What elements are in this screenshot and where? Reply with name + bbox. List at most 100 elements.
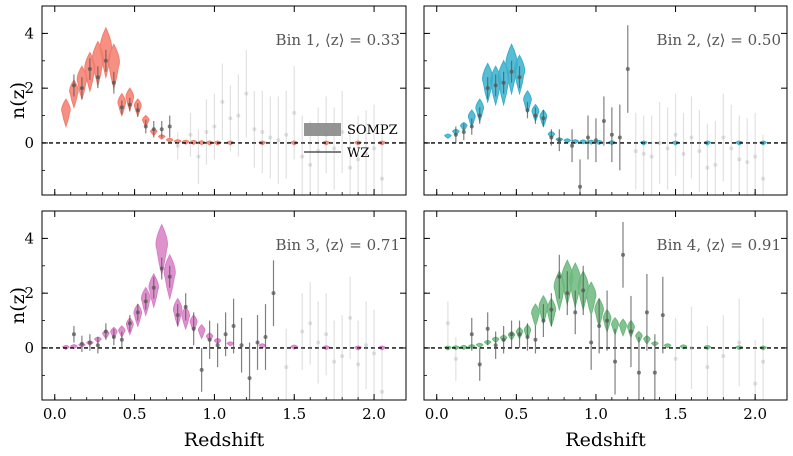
- wz-point: [557, 138, 562, 143]
- wz-point: [300, 329, 305, 334]
- wz-point: [617, 135, 622, 140]
- bin-label: Bin 1, ⟨z⟩ = 0.33: [276, 31, 400, 49]
- panel-frame: [41, 210, 407, 401]
- wz-point: [95, 343, 100, 348]
- sompz-violin: [579, 139, 587, 145]
- wz-point: [609, 132, 614, 137]
- sompz-violin: [61, 98, 71, 129]
- wz-point: [356, 157, 361, 162]
- panel-bin-1: 0 2 4 n(z) Bin 1, ⟨z⟩ = 0.33 SOMPZ WZ: [7, 5, 407, 196]
- wz-point: [119, 337, 124, 342]
- wz-point: [127, 321, 132, 326]
- wz-point: [372, 351, 377, 356]
- wz-point: [681, 151, 686, 156]
- wz-point: [255, 340, 260, 345]
- wz-point: [477, 362, 482, 367]
- x-tick-label: 1.0: [584, 405, 608, 423]
- wz-point: [737, 340, 742, 345]
- panel-bin-4: 0.0 0.5 1.0 1.5 2.0 Redshift Bin 4, ⟨z⟩ = 0.91: [423, 210, 788, 451]
- bin-label: Bin 2, ⟨z⟩ = 0.50: [657, 31, 781, 49]
- wz-point: [364, 343, 369, 348]
- wz-point: [557, 274, 562, 279]
- y-tick-label: 0: [24, 134, 34, 152]
- wz-point: [453, 132, 458, 137]
- wz-point: [260, 130, 265, 134]
- wz-point: [151, 127, 156, 132]
- wz-point: [268, 135, 273, 140]
- wz-point: [549, 135, 554, 140]
- x-tick-label: 0.0: [43, 405, 67, 423]
- wz-point: [308, 162, 313, 167]
- wz-point: [673, 132, 678, 137]
- wz-point: [633, 149, 638, 154]
- wz-point: [239, 343, 244, 348]
- wz-point: [593, 138, 598, 143]
- sompz-violin: [226, 341, 235, 347]
- wz-point: [135, 108, 140, 113]
- wz-point: [191, 326, 196, 331]
- wz-point: [212, 124, 217, 129]
- wz-point: [151, 285, 156, 290]
- wz-point: [477, 113, 482, 118]
- wz-point: [95, 75, 100, 80]
- wz-point: [79, 341, 84, 346]
- wz-point: [589, 340, 594, 345]
- legend-wz-label: WZ: [347, 146, 369, 161]
- wz-point: [87, 340, 92, 345]
- wz-point: [745, 160, 750, 165]
- sompz-violin: [663, 343, 672, 349]
- wz-point: [697, 149, 702, 154]
- wz-point: [570, 143, 575, 148]
- wz-point: [621, 252, 626, 257]
- wz-point: [380, 389, 385, 394]
- legend-sompz-label: SOMPZ: [347, 123, 398, 138]
- wz-point: [469, 332, 474, 337]
- sompz-violin: [619, 318, 627, 337]
- wz-point: [649, 154, 654, 159]
- x-tick-label: 0.5: [123, 405, 147, 423]
- wz-point: [247, 376, 252, 381]
- wz-point: [453, 356, 458, 361]
- wz-point: [135, 310, 140, 315]
- wz-point: [585, 135, 590, 140]
- wz-point: [501, 337, 506, 342]
- wz-point: [673, 356, 678, 361]
- bin-label: Bin 3, ⟨z⟩ = 0.71: [276, 236, 400, 254]
- wz-point: [628, 329, 633, 334]
- wz-point: [127, 102, 132, 107]
- wz-point: [541, 116, 546, 121]
- wz-point: [501, 80, 506, 85]
- wz-point: [348, 315, 353, 320]
- wz-point: [713, 162, 718, 167]
- wz-point: [533, 337, 538, 342]
- x-tick-label: 0.0: [425, 405, 449, 423]
- x-tick-label: 2.0: [743, 405, 767, 423]
- bin-label: Bin 4, ⟨z⟩ = 0.91: [657, 236, 781, 254]
- wz-point: [485, 326, 490, 331]
- wz-point: [578, 184, 583, 189]
- wz-point: [332, 359, 337, 364]
- sompz-violin: [531, 303, 540, 328]
- wz-point: [601, 119, 606, 124]
- wz-point: [689, 135, 694, 140]
- wz-point: [231, 324, 236, 329]
- x-tick-label: 1.5: [282, 405, 306, 423]
- wz-point: [111, 80, 116, 85]
- wz-point: [356, 362, 361, 367]
- x-axis-label: Redshift: [565, 429, 646, 451]
- wz-point: [525, 335, 530, 339]
- wz-point: [380, 176, 385, 181]
- wz-point: [372, 146, 377, 151]
- wz-point: [79, 86, 84, 91]
- wz-point: [705, 365, 710, 370]
- wz-point: [207, 337, 212, 342]
- wz-point: [525, 108, 530, 113]
- wz-point: [119, 105, 124, 110]
- wz-point: [199, 367, 204, 372]
- sompz-violin: [258, 343, 267, 349]
- wz-point: [236, 113, 241, 118]
- wz-point: [761, 359, 766, 364]
- plot-area: [42, 223, 406, 400]
- y-tick-label: 4: [24, 229, 34, 247]
- wz-point: [300, 154, 305, 159]
